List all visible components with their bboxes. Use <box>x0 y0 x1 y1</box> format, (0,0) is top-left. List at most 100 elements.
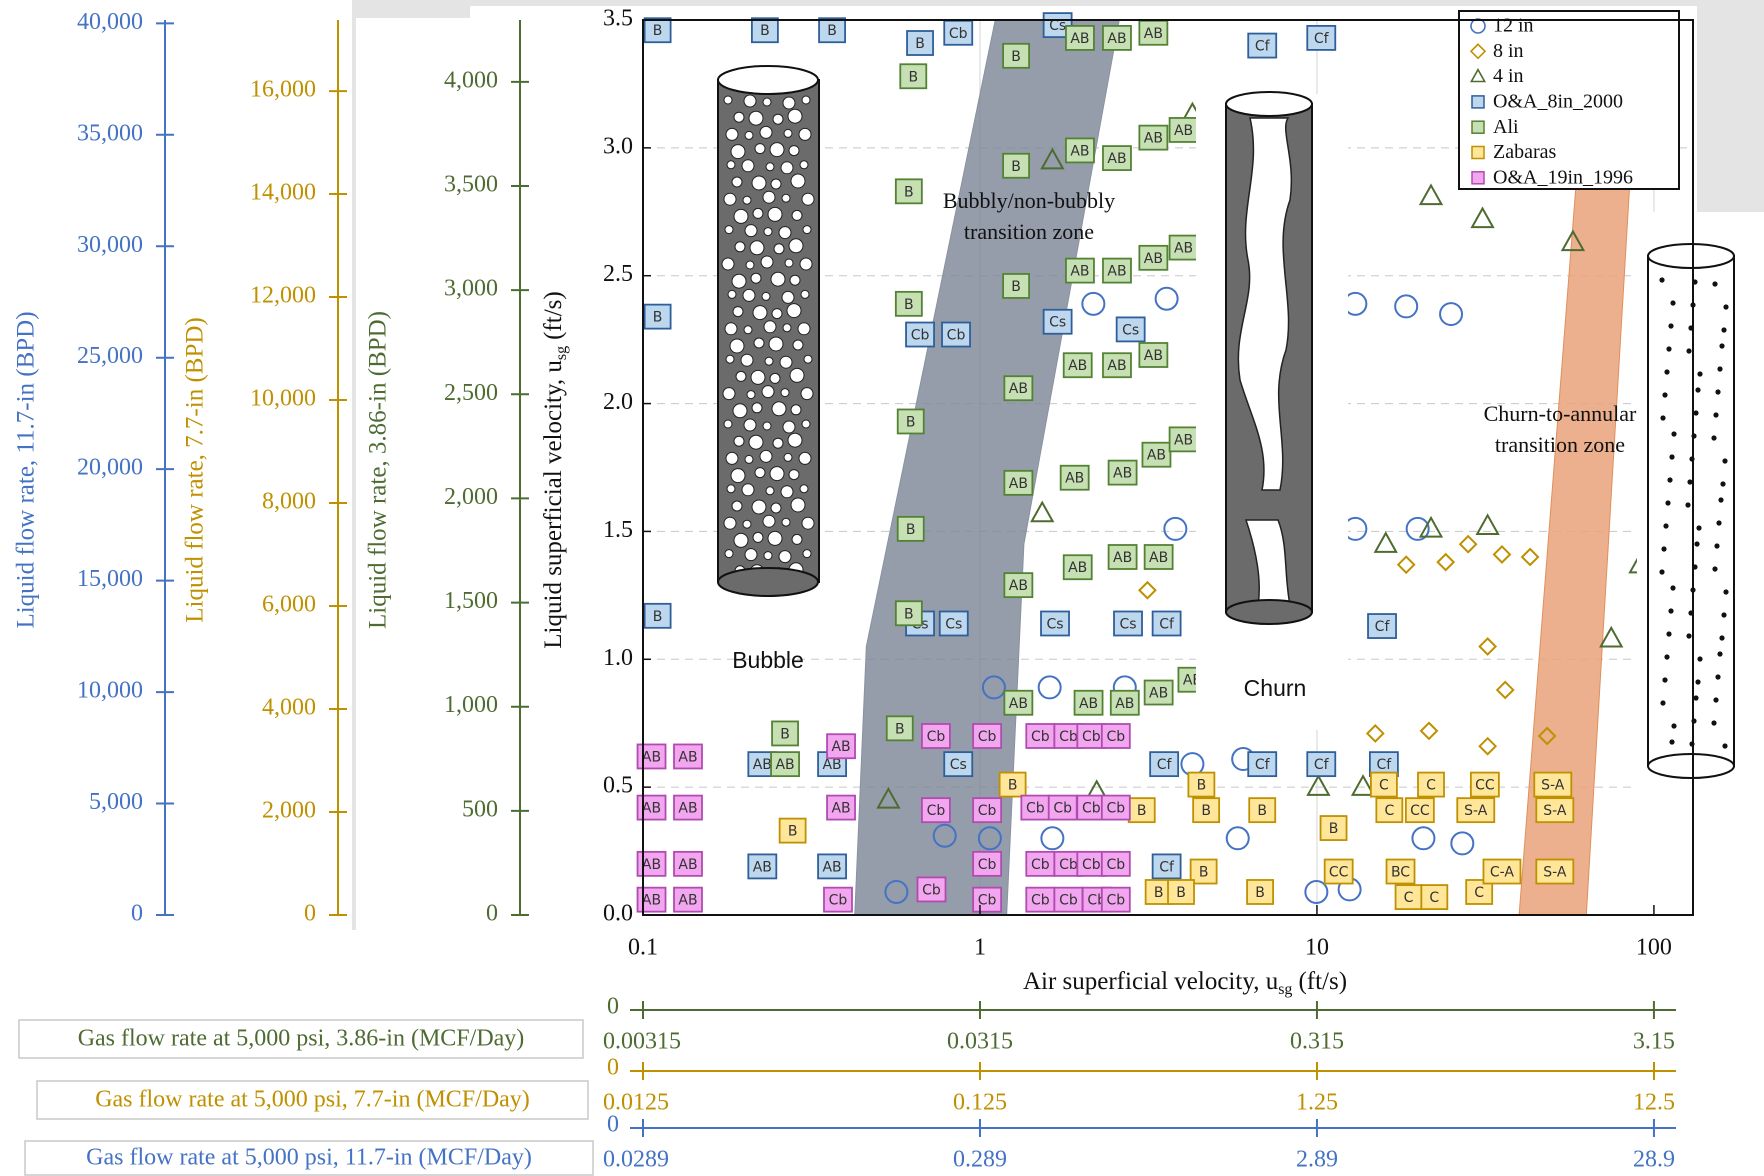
bubble <box>801 290 809 298</box>
bubble <box>781 162 793 174</box>
left-panel <box>0 0 352 930</box>
y-tick-label: 3.5 <box>603 6 633 32</box>
droplet <box>1659 277 1664 282</box>
point-label: Cb <box>949 26 968 42</box>
legend-layer: 12 in8 in4 inO&A_8in_2000AliZabarasO&A_1… <box>1459 11 1679 189</box>
bottom-axis-tick-label: 1.25 <box>1296 1090 1338 1116</box>
point-label: Cb <box>927 729 946 745</box>
bubble <box>783 97 795 109</box>
point-label: Cb <box>1031 729 1050 745</box>
point-label: AB <box>1009 476 1028 492</box>
bottom-axis-origin-label: 0 <box>607 1112 619 1138</box>
point-label: Cs <box>1049 315 1066 331</box>
left-axis-tick-label: 1,500 <box>444 588 498 614</box>
bubble <box>725 550 733 558</box>
point-label: AB <box>1107 264 1126 280</box>
point-label: Cb <box>911 328 930 344</box>
bubble <box>725 323 737 335</box>
point-label: C <box>1404 890 1414 906</box>
droplet <box>1660 415 1665 420</box>
bubble <box>754 338 764 348</box>
droplet <box>1685 502 1690 507</box>
bubble <box>744 95 756 107</box>
point-label: AB <box>1174 432 1193 448</box>
point-label: Cb <box>1059 893 1078 909</box>
bubble <box>734 112 744 122</box>
bubble <box>773 114 783 124</box>
x-axis-title-unit: (ft/s) <box>1298 968 1347 995</box>
bubble <box>763 191 775 203</box>
bubble <box>783 421 795 433</box>
bubble <box>732 501 742 511</box>
bubble <box>745 455 753 463</box>
bottom-axis-tick-label: 0.00315 <box>603 1029 681 1055</box>
bubble <box>727 485 735 493</box>
point-label: S-A <box>1464 803 1488 819</box>
droplet <box>1721 612 1726 617</box>
point-label: B <box>1199 865 1209 881</box>
point-label: B <box>827 23 837 39</box>
point-label: Cb <box>829 893 848 909</box>
bubble <box>783 324 791 332</box>
left-axis-tick-label: 5,000 <box>89 789 143 815</box>
bubble <box>744 326 752 334</box>
y-axis-title-text: Liquid superficial velocity, u <box>540 360 567 649</box>
droplet <box>1712 566 1717 571</box>
bubble <box>750 241 764 255</box>
droplet <box>1670 300 1675 305</box>
point-label: AB <box>1174 123 1193 139</box>
droplet <box>1670 585 1675 590</box>
droplet <box>1662 392 1667 397</box>
droplet <box>1669 739 1674 744</box>
bubble <box>726 128 738 140</box>
point-label: B <box>904 606 914 622</box>
point-label: AB <box>753 859 772 875</box>
point-label: Cf <box>1255 757 1271 773</box>
point-label: B <box>908 69 918 85</box>
bubble <box>763 515 775 527</box>
droplet <box>1666 631 1671 636</box>
point-label: AB <box>1065 471 1084 487</box>
bubble <box>768 207 782 221</box>
left-axis-tick-label: 0 <box>131 901 143 927</box>
bubble <box>800 258 812 270</box>
y-axis-title-sub: sg <box>553 346 570 360</box>
x-tick-label: 10 <box>1305 935 1329 961</box>
bubble <box>734 533 748 547</box>
bubble <box>727 161 735 169</box>
bottom-axis-tick-label: 12.5 <box>1633 1090 1675 1116</box>
bubble <box>789 146 799 156</box>
point-label: C <box>1474 885 1484 901</box>
bubble <box>744 419 756 431</box>
bottom-axis-title: Gas flow rate at 5,000 psi, 7.7-in (MCF/… <box>95 1087 530 1113</box>
bottom-axis-tick-label: 28.9 <box>1633 1147 1675 1173</box>
legend-label: O&A_19in_1996 <box>1493 166 1633 188</box>
tube-cap <box>1648 244 1734 268</box>
bubble <box>764 321 776 333</box>
y-tick-label: 0.5 <box>603 773 633 799</box>
point-label: S-A <box>1543 803 1567 819</box>
bubble <box>764 552 772 560</box>
bubble <box>728 290 736 298</box>
bubble <box>770 467 784 481</box>
bubble <box>790 275 800 285</box>
bubble <box>745 549 757 561</box>
point-label: Cs <box>1119 616 1136 632</box>
droplet <box>1697 656 1702 661</box>
point-label: B <box>653 23 663 39</box>
y-tick-label: 1.5 <box>603 517 633 543</box>
left-axis-tick-label: 2,000 <box>444 484 498 510</box>
bubble <box>788 433 802 447</box>
y-tick-label: 2.5 <box>603 261 633 287</box>
bubble <box>761 256 773 268</box>
point-label: S-A <box>1541 778 1565 794</box>
droplet <box>1695 679 1700 684</box>
bubble <box>752 403 762 413</box>
point-label: AB <box>1068 358 1087 374</box>
legend-label: 4 in <box>1493 65 1524 87</box>
point-label: Cb <box>1053 801 1072 817</box>
annotation: Bubbly/non-bubbly <box>943 188 1115 213</box>
point-label: AB <box>678 801 697 817</box>
bottom-axis-tick-label: 0.0315 <box>947 1029 1013 1055</box>
page: BBBBBBCbCsCbCbCsCsCfCfCsCsCsCsCfCfABABCs… <box>0 0 1764 1176</box>
